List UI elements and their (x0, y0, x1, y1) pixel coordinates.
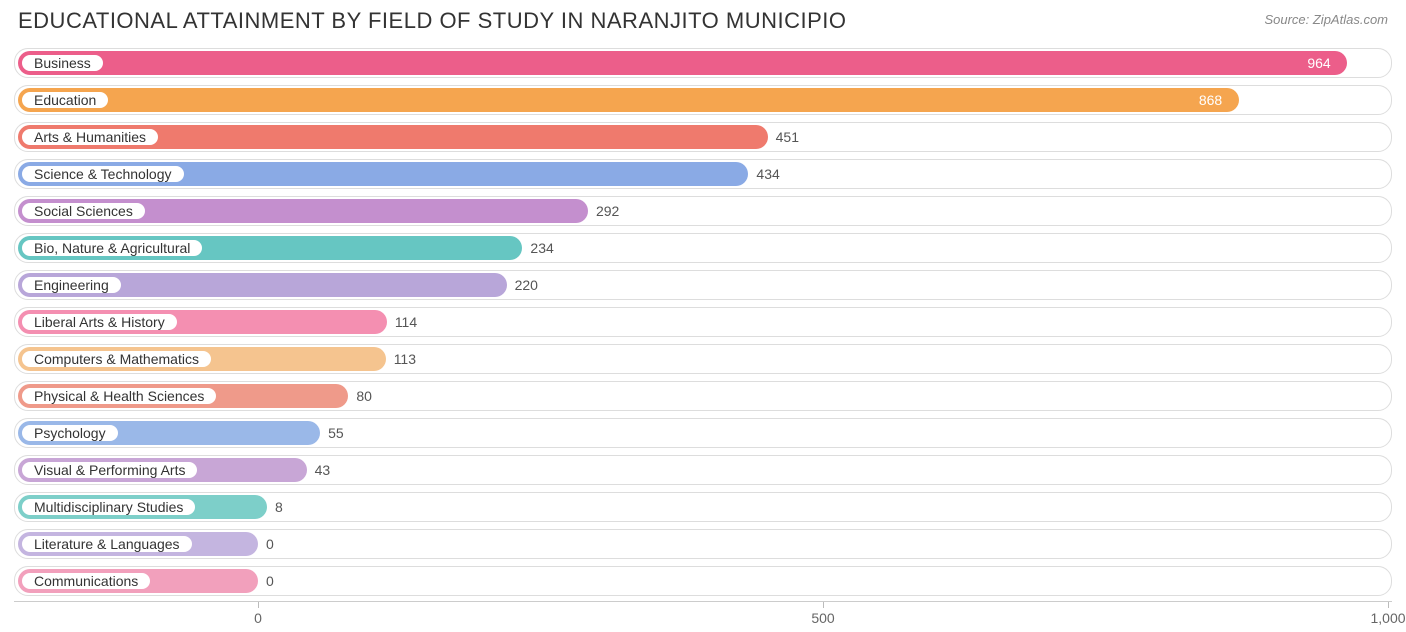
bar-value-label: 0 (266, 536, 274, 552)
bar-label-pill: Bio, Nature & Agricultural (20, 238, 204, 258)
bar-label-pill: Business (20, 53, 105, 73)
chart-header: EDUCATIONAL ATTAINMENT BY FIELD OF STUDY… (0, 0, 1406, 46)
axis-tick (823, 602, 824, 608)
bar-fill (18, 88, 1239, 112)
bar-value-label: 0 (266, 573, 274, 589)
bar-value-label: 43 (315, 462, 331, 478)
axis-tick-label: 500 (811, 610, 834, 626)
bar-row: Visual & Performing Arts 43 (14, 453, 1392, 487)
axis-tick (258, 602, 259, 608)
chart-source: Source: ZipAtlas.com (1264, 8, 1388, 27)
bar-row: Bio, Nature & Agricultural 234 (14, 231, 1392, 265)
bar-value-label: 113 (394, 351, 416, 367)
bar-label-pill: Science & Technology (20, 164, 186, 184)
bar-label-pill: Physical & Health Sciences (20, 386, 218, 406)
bar-row: Liberal Arts & History 114 (14, 305, 1392, 339)
bar-label-pill: Liberal Arts & History (20, 312, 179, 332)
bar-value-label: 868 (1199, 92, 1222, 108)
bar-row: Communications 0 (14, 564, 1392, 598)
bar-row: Psychology 55 (14, 416, 1392, 450)
bar-row: Engineering 220 (14, 268, 1392, 302)
bar-row: Science & Technology 434 (14, 157, 1392, 191)
axis-tick (1388, 602, 1389, 608)
bar-value-label: 234 (530, 240, 553, 256)
bar-fill (18, 51, 1347, 75)
bar-value-label: 80 (356, 388, 372, 404)
axis-tick-label: 0 (254, 610, 262, 626)
bar-label-pill: Social Sciences (20, 201, 147, 221)
bar-value-label: 292 (596, 203, 619, 219)
bar-label-pill: Education (20, 90, 110, 110)
chart-title: EDUCATIONAL ATTAINMENT BY FIELD OF STUDY… (18, 8, 847, 34)
bar-value-label: 8 (275, 499, 283, 515)
bar-label-pill: Visual & Performing Arts (20, 460, 199, 480)
bar-row: Business 964 (14, 46, 1392, 80)
bars-container: Business 964 Education 868 Arts & Humanities… (14, 46, 1392, 598)
bar-row: Arts & Humanities 451 (14, 120, 1392, 154)
bar-value-label: 964 (1307, 55, 1330, 71)
bar-value-label: 451 (776, 129, 799, 145)
bar-row: Physical & Health Sciences 80 (14, 379, 1392, 413)
bar-label-pill: Communications (20, 571, 152, 591)
axis-tick-label: 1,000 (1370, 610, 1405, 626)
bar-row: Multidisciplinary Studies 8 (14, 490, 1392, 524)
bar-label-pill: Multidisciplinary Studies (20, 497, 197, 517)
chart-area: Business 964 Education 868 Arts & Humanities… (0, 46, 1406, 631)
bar-label-pill: Literature & Languages (20, 534, 194, 554)
bar-label-pill: Engineering (20, 275, 123, 295)
bar-label-pill: Psychology (20, 423, 120, 443)
bar-label-pill: Arts & Humanities (20, 127, 160, 147)
bar-row: Literature & Languages 0 (14, 527, 1392, 561)
bar-value-label: 220 (515, 277, 538, 293)
x-axis: 05001,000 (14, 601, 1392, 631)
bar-row: Social Sciences 292 (14, 194, 1392, 228)
bar-label-pill: Computers & Mathematics (20, 349, 213, 369)
bar-row: Computers & Mathematics 113 (14, 342, 1392, 376)
bar-value-label: 114 (395, 314, 417, 330)
bar-value-label: 434 (756, 166, 779, 182)
bar-value-label: 55 (328, 425, 344, 441)
bar-row: Education 868 (14, 83, 1392, 117)
